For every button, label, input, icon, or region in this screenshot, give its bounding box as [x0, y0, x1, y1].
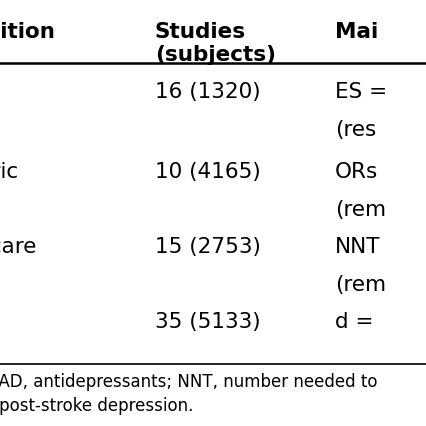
Text: PSD, post-stroke depression.: PSD, post-stroke depression.: [0, 396, 193, 414]
Text: 35 (5133): 35 (5133): [155, 311, 260, 331]
Text: Mai: Mai: [334, 22, 377, 42]
Text: m. care: m. care: [0, 236, 36, 256]
Text: size; AD, antidepressants; NNT, number needed to: size; AD, antidepressants; NNT, number n…: [0, 372, 377, 390]
Text: (rem: (rem: [334, 274, 385, 294]
Text: 16 (1320): 16 (1320): [155, 82, 260, 102]
Text: d =: d =: [334, 311, 373, 331]
Text: riatric: riatric: [0, 161, 18, 181]
Text: ES =: ES =: [334, 82, 386, 102]
Text: 10 (4165): 10 (4165): [155, 161, 260, 181]
Text: NNT: NNT: [334, 236, 380, 256]
Text: (rem: (rem: [334, 199, 385, 219]
Text: Studies
(subjects): Studies (subjects): [155, 22, 275, 65]
Text: ondition: ondition: [0, 22, 55, 42]
Text: 15 (2753): 15 (2753): [155, 236, 260, 256]
Text: (res: (res: [334, 120, 375, 140]
Text: ORs: ORs: [334, 161, 377, 181]
